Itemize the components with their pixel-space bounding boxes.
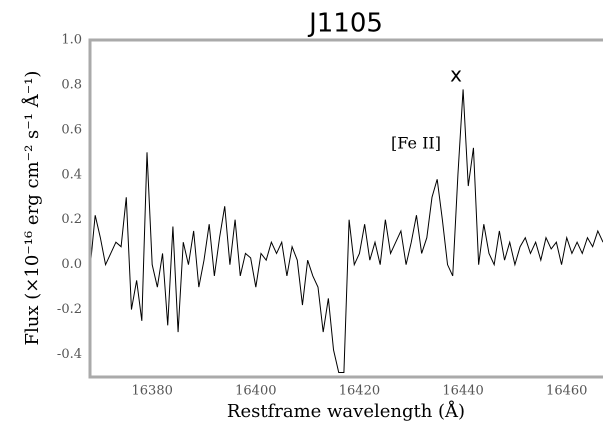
plot-frame bbox=[88, 38, 603, 379]
x-axis-label: Restframe wavelength (Å) bbox=[227, 400, 465, 422]
y-tick-label: 0.2 bbox=[61, 212, 82, 227]
x-tick-label: 16460 bbox=[546, 384, 587, 399]
y-tick-label: -0.2 bbox=[57, 302, 82, 317]
y-tick-label: 0.0 bbox=[61, 257, 82, 272]
y-axis-label: Flux (×10⁻¹⁶ erg cm⁻² s⁻¹ Å⁻¹) bbox=[21, 71, 43, 346]
chart-title: J1105 bbox=[307, 9, 383, 39]
y-tick-label: -0.4 bbox=[57, 347, 82, 362]
y-tick-label: 0.8 bbox=[61, 77, 82, 92]
x-tick-label: 16400 bbox=[235, 384, 276, 399]
y-tick-label: 1.0 bbox=[61, 33, 82, 48]
y-tick-label: 0.4 bbox=[61, 167, 82, 182]
annotation: [Fe II] bbox=[391, 134, 441, 153]
x-tick-label: 16420 bbox=[339, 384, 380, 399]
y-tick-label: 0.6 bbox=[61, 122, 82, 137]
spectrum-line bbox=[90, 89, 603, 374]
x-tick-label: 16380 bbox=[132, 384, 173, 399]
x-tick-label: 16440 bbox=[442, 384, 483, 399]
annotation: x bbox=[450, 63, 462, 87]
